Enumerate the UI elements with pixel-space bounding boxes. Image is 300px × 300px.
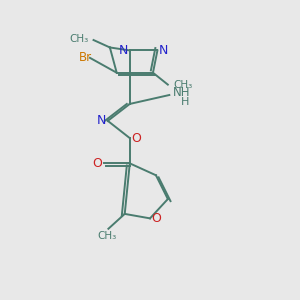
Text: O: O <box>93 157 102 170</box>
Text: O: O <box>131 132 141 145</box>
Text: CH₃: CH₃ <box>97 231 116 241</box>
Text: H: H <box>181 98 190 107</box>
Text: N: N <box>97 114 106 128</box>
Text: O: O <box>152 212 161 225</box>
Text: N: N <box>159 44 168 57</box>
Text: N: N <box>119 44 128 57</box>
Text: CH₃: CH₃ <box>70 34 89 44</box>
Text: CH₃: CH₃ <box>173 80 192 90</box>
Text: Br: Br <box>79 51 92 64</box>
Text: NH: NH <box>173 86 191 99</box>
